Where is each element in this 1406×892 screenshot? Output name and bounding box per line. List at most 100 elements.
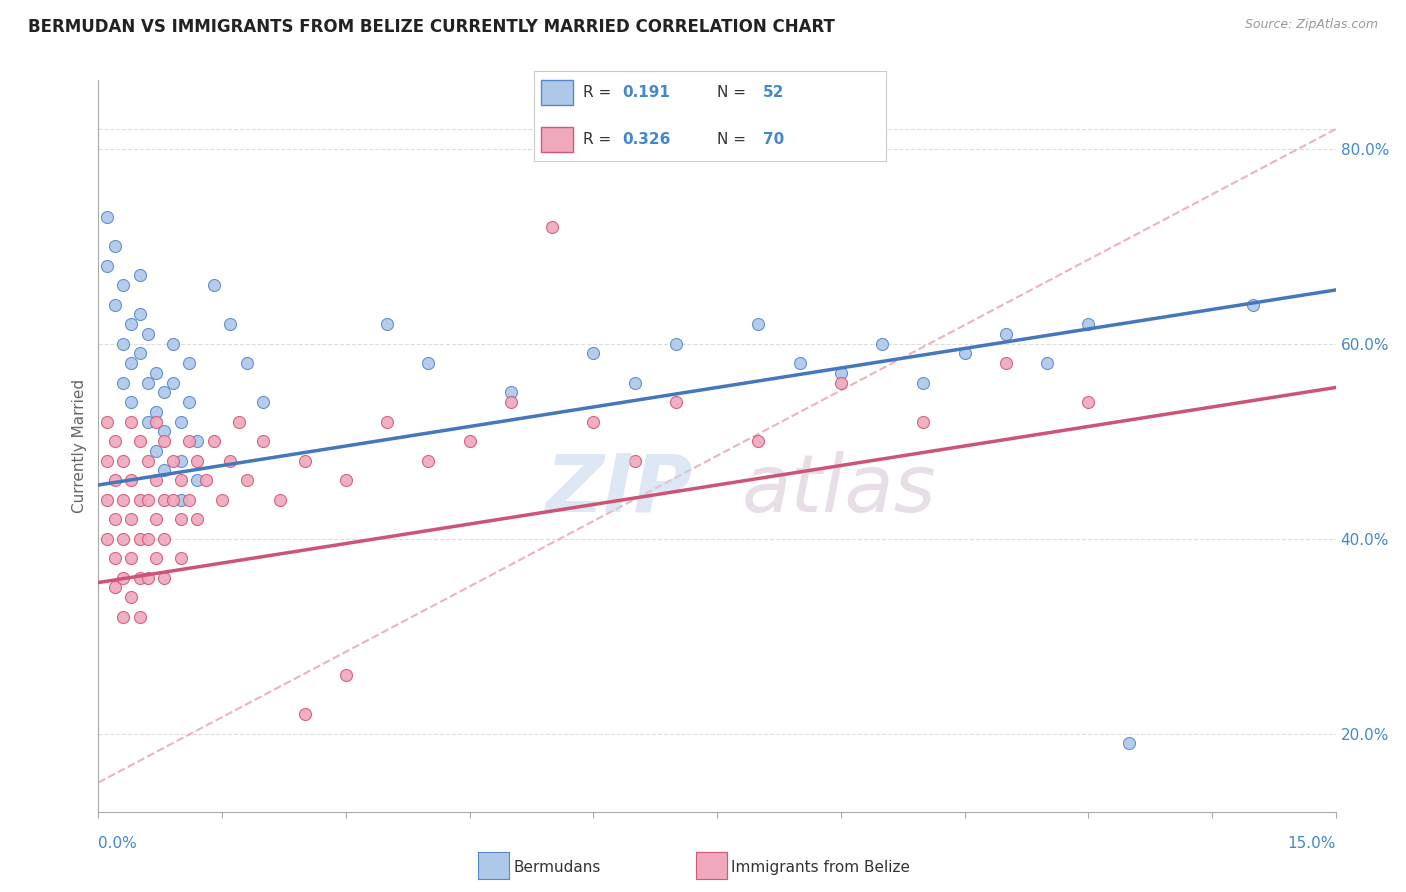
Point bbox=[194, 473, 217, 487]
Point bbox=[202, 278, 225, 293]
Point bbox=[145, 415, 167, 429]
Point bbox=[104, 473, 127, 487]
Point bbox=[96, 492, 118, 507]
Point bbox=[112, 376, 135, 390]
Point bbox=[202, 434, 225, 449]
Point bbox=[1118, 736, 1140, 750]
Point bbox=[375, 317, 398, 331]
Point bbox=[104, 239, 127, 253]
Point bbox=[120, 590, 142, 604]
Point bbox=[953, 346, 976, 360]
Point bbox=[96, 453, 118, 467]
Point bbox=[128, 307, 150, 321]
Y-axis label: Currently Married: Currently Married bbox=[72, 379, 87, 513]
Point bbox=[162, 492, 184, 507]
Point bbox=[186, 512, 208, 526]
Point bbox=[153, 492, 176, 507]
Point bbox=[170, 492, 193, 507]
Point bbox=[747, 434, 769, 449]
FancyBboxPatch shape bbox=[541, 80, 574, 105]
Point bbox=[499, 385, 522, 400]
Point bbox=[153, 571, 176, 585]
Point bbox=[179, 395, 201, 409]
Point bbox=[120, 395, 142, 409]
Point bbox=[136, 492, 159, 507]
Point bbox=[162, 453, 184, 467]
Point bbox=[912, 376, 935, 390]
Point bbox=[112, 532, 135, 546]
Point bbox=[665, 395, 688, 409]
Point bbox=[96, 259, 118, 273]
Point bbox=[153, 385, 176, 400]
Point bbox=[1241, 297, 1264, 311]
Text: Source: ZipAtlas.com: Source: ZipAtlas.com bbox=[1244, 18, 1378, 31]
Point bbox=[582, 346, 605, 360]
Point bbox=[179, 356, 201, 370]
Point bbox=[128, 346, 150, 360]
Point bbox=[294, 453, 316, 467]
Point bbox=[228, 415, 250, 429]
Point bbox=[418, 356, 440, 370]
Point bbox=[179, 492, 201, 507]
Point bbox=[120, 415, 142, 429]
Text: Bermudans: Bermudans bbox=[513, 860, 600, 874]
Point bbox=[418, 453, 440, 467]
Point bbox=[128, 268, 150, 283]
Text: atlas: atlas bbox=[742, 450, 936, 529]
Point bbox=[170, 473, 193, 487]
Point bbox=[120, 512, 142, 526]
Point bbox=[294, 707, 316, 722]
Text: 15.0%: 15.0% bbox=[1288, 836, 1336, 851]
Point bbox=[789, 356, 811, 370]
Point bbox=[162, 376, 184, 390]
Point bbox=[912, 415, 935, 429]
Point bbox=[120, 473, 142, 487]
Text: 52: 52 bbox=[762, 86, 785, 100]
Point bbox=[104, 434, 127, 449]
Point bbox=[120, 551, 142, 566]
Point bbox=[499, 395, 522, 409]
Point bbox=[219, 317, 242, 331]
Point bbox=[541, 219, 564, 234]
Point bbox=[211, 492, 233, 507]
Text: N =: N = bbox=[717, 86, 751, 100]
Point bbox=[96, 415, 118, 429]
Text: R =: R = bbox=[583, 86, 617, 100]
Point bbox=[128, 609, 150, 624]
Point bbox=[1077, 395, 1099, 409]
Point bbox=[236, 356, 259, 370]
Point bbox=[170, 551, 193, 566]
Point bbox=[104, 297, 127, 311]
Text: 0.191: 0.191 bbox=[621, 86, 671, 100]
Point bbox=[112, 609, 135, 624]
Point bbox=[145, 366, 167, 380]
Point bbox=[153, 425, 176, 439]
Point bbox=[994, 326, 1017, 341]
Point bbox=[335, 668, 357, 682]
Point bbox=[145, 512, 167, 526]
Point bbox=[1036, 356, 1059, 370]
Point bbox=[120, 356, 142, 370]
Point bbox=[252, 434, 274, 449]
Point bbox=[335, 473, 357, 487]
Point bbox=[145, 405, 167, 419]
Point bbox=[153, 532, 176, 546]
Point bbox=[145, 551, 167, 566]
Text: 70: 70 bbox=[762, 132, 785, 146]
Point bbox=[1077, 317, 1099, 331]
Point bbox=[104, 581, 127, 595]
Point bbox=[870, 336, 893, 351]
Point bbox=[128, 492, 150, 507]
Point bbox=[112, 453, 135, 467]
Point bbox=[112, 278, 135, 293]
Point bbox=[162, 336, 184, 351]
Point bbox=[665, 336, 688, 351]
Point bbox=[136, 326, 159, 341]
Point bbox=[179, 434, 201, 449]
Point bbox=[582, 415, 605, 429]
Point bbox=[375, 415, 398, 429]
Point bbox=[136, 415, 159, 429]
Point bbox=[128, 434, 150, 449]
Point bbox=[186, 453, 208, 467]
Text: N =: N = bbox=[717, 132, 751, 146]
